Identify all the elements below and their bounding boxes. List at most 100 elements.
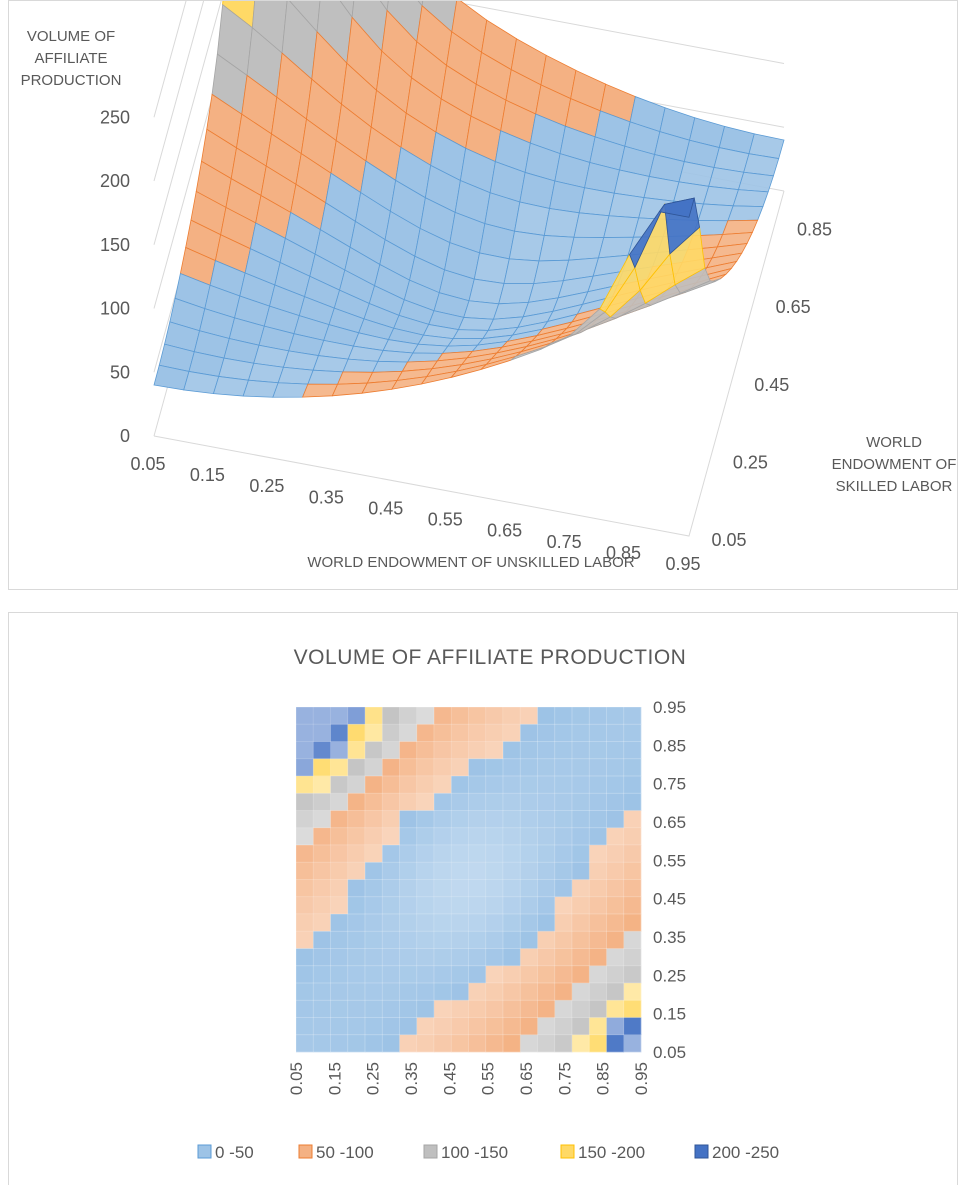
contour-cell (606, 862, 625, 880)
contour-cell (399, 948, 418, 967)
contour-chart-panel: VOLUME OF AFFILIATE PRODUCTION 0.05 0.15 0… (8, 612, 958, 1185)
contour-cell (416, 914, 435, 932)
contour-cell (347, 931, 366, 949)
legend-entry: 200 -250 (694, 1143, 779, 1162)
contour-cell (365, 965, 383, 984)
contour-cell (416, 707, 435, 725)
surface-patch (463, 300, 500, 320)
contour-cell (330, 914, 349, 932)
contour-cell (589, 793, 607, 811)
contour-cell (434, 1034, 452, 1053)
contour-x-tick-label: 0.15 (325, 1062, 344, 1095)
contour-cell (313, 1000, 331, 1018)
contour-cell (520, 827, 538, 846)
contour-cell (589, 741, 607, 760)
contour-cell (623, 914, 642, 932)
contour-cell (434, 896, 452, 915)
contour-cell (503, 707, 521, 725)
y-axis-title: WORLD ENDOWMENT OF SKILLED LABOR (832, 434, 957, 495)
contour-cell (554, 827, 573, 846)
contour-cell (503, 741, 521, 760)
contour-cell (589, 1017, 607, 1036)
legend-label: 200 -250 (712, 1143, 779, 1162)
contour-cell (347, 810, 366, 829)
contour-cell (606, 707, 625, 725)
contour-cell (330, 827, 349, 846)
contour-cell (537, 810, 556, 829)
contour-cell (416, 896, 435, 915)
contour-cell (451, 827, 469, 846)
contour-cell (347, 896, 366, 915)
contour-cell (468, 741, 487, 760)
contour-cell (554, 741, 573, 760)
contour-cell (382, 948, 400, 967)
contour-cell (606, 827, 625, 846)
contour-cell (416, 845, 435, 863)
surface-patch (473, 252, 510, 284)
contour-cell (434, 965, 452, 984)
contour-cell (520, 793, 538, 811)
contour-cell (623, 845, 642, 863)
contour-cell (589, 810, 607, 829)
contour-cell (485, 862, 504, 880)
contour-cell (468, 776, 487, 794)
contour-cell (399, 879, 418, 898)
contour-cell (347, 707, 366, 725)
contour-cell (330, 758, 349, 777)
contour-cell (606, 879, 625, 898)
surface-patch (272, 382, 309, 398)
contour-cell (451, 724, 469, 742)
contour-cell (382, 707, 400, 725)
surface-patch (412, 343, 449, 354)
contour-cell (347, 879, 366, 898)
contour-cell (554, 758, 573, 777)
contour-cell (554, 948, 573, 967)
contour-cell (330, 845, 349, 863)
contour-cell (554, 793, 573, 811)
contour-cell (554, 1000, 573, 1018)
contour-cell (365, 776, 383, 794)
contour-cell (347, 741, 366, 760)
contour-cell (451, 896, 469, 915)
contour-cell (503, 931, 521, 949)
contour-cell (365, 862, 383, 880)
legend-swatch (423, 1144, 438, 1159)
contour-cell (537, 741, 556, 760)
surface-chart: 0 50 100 150 200 250 0.05 0.15 0.25 0.35 0.45 0.55 0… (21, 0, 957, 574)
contour-cell (313, 879, 331, 898)
contour-cell (296, 1000, 314, 1018)
z-gridline (153, 0, 187, 118)
contour-y-tick-label: 0.35 (653, 928, 686, 947)
contour-cell (347, 776, 366, 794)
contour-cell (451, 948, 469, 967)
contour-cell (416, 862, 435, 880)
contour-cell (554, 879, 573, 898)
contour-cell (313, 1017, 331, 1036)
contour-cell (365, 1000, 383, 1018)
contour-x-tick-label: 0.85 (594, 1062, 613, 1095)
contour-cell (347, 1034, 366, 1053)
contour-cell (485, 810, 504, 829)
contour-cell (589, 948, 607, 967)
contour-cell (296, 724, 314, 742)
contour-cell (434, 741, 452, 760)
contour-cell (606, 724, 625, 742)
z-tick-label: 150 (100, 235, 130, 255)
contour-cell (572, 1017, 590, 1036)
contour-cell (451, 793, 469, 811)
contour-cell (503, 827, 521, 846)
contour-cell (520, 776, 538, 794)
contour-cell (468, 983, 487, 1001)
contour-cell (313, 862, 331, 880)
contour-cell (382, 914, 400, 932)
contour-cell (554, 896, 573, 915)
x-tick-label: 0.35 (309, 487, 344, 507)
contour-cell (365, 1034, 383, 1053)
contour-cell (399, 896, 418, 915)
contour-cell (416, 776, 435, 794)
contour-cell (399, 758, 418, 777)
surface-patch (212, 376, 249, 397)
contour-cell (399, 1000, 418, 1018)
contour-cell (589, 707, 607, 725)
contour-cell (589, 965, 607, 984)
